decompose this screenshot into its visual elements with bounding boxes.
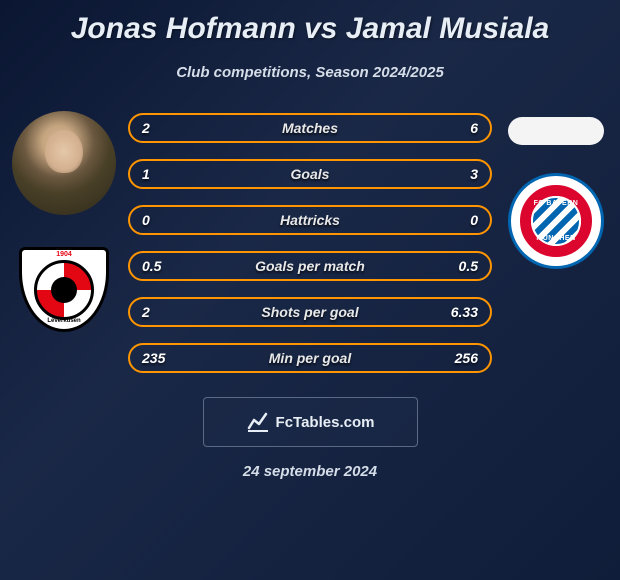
stat-label: Shots per goal	[182, 304, 438, 320]
stat-label: Matches	[182, 120, 438, 136]
bayern-text-bottom: MÜNCHEN	[536, 235, 575, 242]
stat-right-value: 6	[438, 120, 478, 136]
stat-label: Goals	[182, 166, 438, 182]
stats-list: 2 Matches 6 1 Goals 3 0 Hattricks 0 0.5 …	[128, 111, 492, 373]
left-column: 1904 Leverkusen	[8, 111, 118, 337]
subtitle: Club competitions, Season 2024/2025	[8, 64, 612, 81]
stat-left-value: 2	[142, 304, 182, 320]
chart-icon	[246, 410, 270, 434]
bayern-ring-icon: FC BAYERN MÜNCHEN	[520, 185, 592, 257]
shield-icon: 1904 Leverkusen	[19, 247, 109, 332]
stat-row: 235 Min per goal 256	[128, 343, 492, 373]
stat-right-value: 6.33	[438, 304, 478, 320]
club-badge-bayern: FC BAYERN MÜNCHEN	[508, 173, 604, 269]
stat-row: 0.5 Goals per match 0.5	[128, 251, 492, 281]
player-avatar-right	[508, 117, 604, 145]
bayern-text-top: FC BAYERN	[534, 200, 579, 207]
right-column: FC BAYERN MÜNCHEN	[502, 111, 612, 269]
stat-left-value: 235	[142, 350, 182, 366]
comparison-card: Jonas Hofmann vs Jamal Musiala Club comp…	[0, 0, 620, 490]
stat-left-value: 0.5	[142, 258, 182, 274]
stat-right-value: 256	[438, 350, 478, 366]
shield-city: Leverkusen	[22, 318, 106, 324]
page-title: Jonas Hofmann vs Jamal Musiala	[8, 12, 612, 46]
stat-right-value: 3	[438, 166, 478, 182]
stat-left-value: 2	[142, 120, 182, 136]
shield-year: 1904	[22, 251, 106, 258]
stat-right-value: 0	[438, 212, 478, 228]
stat-row: 1 Goals 3	[128, 159, 492, 189]
stat-row: 2 Matches 6	[128, 113, 492, 143]
player-avatar-left	[12, 111, 116, 215]
content-row: 1904 Leverkusen 2 Matches 6 1 Goals 3 0 …	[8, 111, 612, 373]
stat-row: 2 Shots per goal 6.33	[128, 297, 492, 327]
footer-brand-text: FcTables.com	[276, 414, 375, 431]
stat-label: Goals per match	[182, 258, 438, 274]
footer-date: 24 september 2024	[8, 463, 612, 480]
stat-left-value: 0	[142, 212, 182, 228]
stat-right-value: 0.5	[438, 258, 478, 274]
club-badge-leverkusen: 1904 Leverkusen	[14, 247, 114, 337]
stat-left-value: 1	[142, 166, 182, 182]
footer-brand-badge[interactable]: FcTables.com	[203, 397, 418, 447]
stat-label: Hattricks	[182, 212, 438, 228]
stat-label: Min per goal	[182, 350, 438, 366]
shield-inner-icon	[34, 260, 94, 320]
stat-row: 0 Hattricks 0	[128, 205, 492, 235]
